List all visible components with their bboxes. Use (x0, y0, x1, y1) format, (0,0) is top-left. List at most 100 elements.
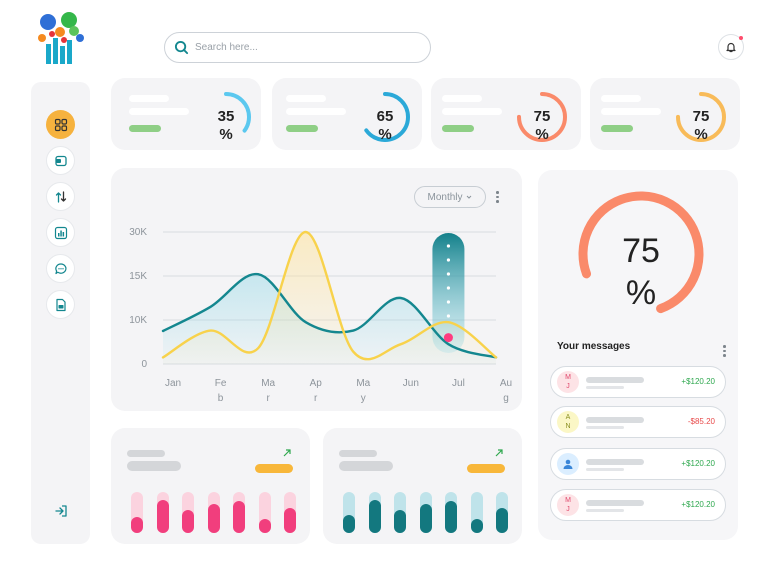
sidebar-item-wallet[interactable] (46, 146, 75, 175)
search-bar[interactable] (164, 32, 431, 63)
mini-bar (258, 519, 271, 533)
stat-gauge-4 (676, 92, 726, 142)
mini-bar (233, 501, 245, 533)
big-gauge (578, 191, 704, 317)
mini-bar-card-1 (111, 428, 310, 544)
x-tick-label: b (218, 393, 224, 404)
notification-button[interactable] (718, 34, 744, 60)
messages-menu-button[interactable] (723, 345, 726, 357)
sidebar-item-documents[interactable] (46, 290, 75, 319)
mini-bar (470, 519, 483, 533)
highlight-dot (446, 286, 451, 290)
x-tick-label: g (503, 393, 509, 404)
highlight-dot (446, 244, 451, 248)
progress-pill (442, 125, 474, 132)
line-chart-card: 30K 15K 10K 0 Jan Fe b Ma r Ap r Ma y Jun Jul Au g Mont… (111, 168, 522, 411)
placeholder-line (442, 108, 502, 115)
mini-bar (394, 510, 406, 533)
highlight-point[interactable] (443, 333, 453, 343)
message-amount: -$85.20 (687, 417, 715, 426)
stat-card-1: 35% (111, 78, 261, 150)
stat-value-1: 35% (217, 108, 235, 143)
highlight-dot (446, 314, 451, 318)
placeholder-line (586, 417, 644, 423)
placeholder-line (586, 468, 624, 471)
highlight-dot (446, 300, 451, 304)
y-tick-label: 10K (129, 315, 147, 326)
document-icon (55, 298, 66, 311)
sidebar-item-transfer[interactable] (46, 182, 75, 211)
avatar (557, 453, 579, 475)
sidebar-item-messages[interactable] (46, 254, 75, 283)
trend-up-icon (283, 449, 291, 457)
placeholder-line (601, 108, 661, 115)
stat-card-3: 75% (431, 78, 581, 150)
search-input[interactable] (195, 42, 415, 53)
wallet-icon (54, 155, 67, 166)
x-tick-label: Fe (215, 378, 227, 389)
transfer-icon (55, 190, 66, 203)
stat-card-2: 65% (272, 78, 422, 150)
y-tick-label: 0 (141, 359, 147, 370)
x-tick-label: Jun (403, 378, 419, 389)
mini-bar (368, 500, 381, 533)
message-amount: +$120.20 (681, 377, 715, 386)
mini-bar (284, 508, 296, 533)
mini-bar (156, 500, 169, 533)
period-dropdown[interactable]: Monthly (414, 186, 486, 208)
brand-logo (34, 10, 86, 66)
x-tick-label: Ma (356, 378, 370, 389)
series-area (163, 231, 496, 364)
placeholder-line (601, 95, 641, 102)
progress-pill (601, 125, 633, 132)
stat-gauge-3 (517, 92, 567, 142)
period-dropdown-label: Monthly (427, 191, 463, 203)
placeholder-line (339, 450, 377, 457)
chart-menu-button[interactable] (496, 191, 499, 203)
placeholder-line (586, 500, 644, 506)
placeholder-line (127, 461, 181, 471)
series-line (161, 273, 498, 359)
logout-button[interactable] (46, 496, 75, 525)
trend-pill (467, 464, 505, 473)
bar-chart-icon (54, 226, 67, 239)
x-tick-label: r (266, 393, 270, 404)
x-tick-label: Au (500, 378, 512, 389)
trend-up-icon (495, 449, 503, 457)
big-gauge-value: 75% (622, 232, 660, 312)
grid-icon (54, 118, 67, 131)
progress-pill (129, 125, 161, 132)
stat-value-2: 65% (376, 108, 394, 143)
mini-bar (445, 501, 457, 533)
stat-value-4: 75% (692, 108, 710, 143)
chat-icon (54, 262, 66, 274)
x-tick-label: Ma (261, 378, 275, 389)
message-item[interactable]: +$120.20 (550, 448, 726, 480)
mini-bar (131, 517, 143, 533)
sidebar-item-analytics[interactable] (46, 218, 75, 247)
x-tick-label: Jan (165, 378, 181, 389)
placeholder-line (286, 108, 346, 115)
mini-bar (343, 515, 355, 533)
placeholder-line (586, 426, 624, 429)
sidebar-item-dashboard[interactable] (46, 110, 75, 139)
message-amount: +$120.20 (681, 500, 715, 509)
placeholder-line (129, 108, 189, 115)
logout-icon (54, 504, 67, 517)
x-tick-label: Ap (310, 378, 323, 389)
sidebar (31, 82, 90, 544)
placeholder-line (586, 377, 644, 383)
placeholder-line (442, 95, 482, 102)
placeholder-line (586, 459, 644, 465)
placeholder-line (586, 509, 624, 512)
placeholder-line (286, 95, 326, 102)
y-tick-label: 15K (129, 271, 147, 282)
line-chart: 30K 15K 10K 0 Jan Fe b Ma r Ap r Ma y Jun Jul Au g (129, 227, 512, 404)
chevron-down-icon (466, 195, 471, 199)
stat-gauge-2 (360, 92, 410, 142)
